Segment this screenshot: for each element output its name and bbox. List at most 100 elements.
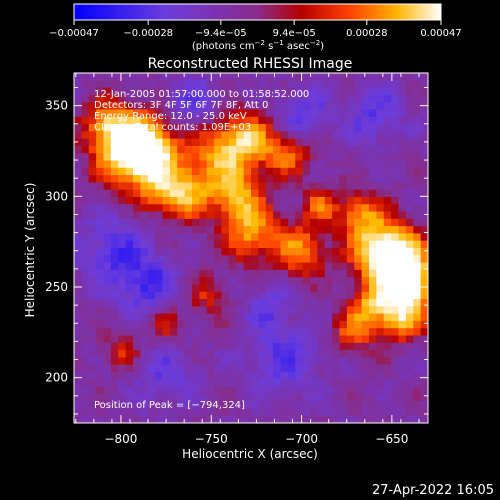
heatmap-pixel [273, 415, 282, 423]
heatmap-pixel [74, 386, 82, 395]
heatmap-pixel [228, 386, 237, 395]
heatmap-pixel [287, 328, 296, 336]
heatmap-pixel [332, 328, 341, 336]
heatmap-pixel [420, 284, 428, 293]
heatmap-pixel [206, 131, 215, 140]
heatmap-pixel [81, 109, 90, 118]
heatmap-pixel [96, 379, 105, 388]
heatmap-pixel [413, 94, 422, 103]
heatmap-pixel [369, 371, 377, 380]
heatmap-pixel [251, 415, 259, 423]
heatmap-pixel [147, 320, 156, 329]
heatmap-pixel [118, 87, 127, 96]
heatmap-pixel [376, 262, 385, 271]
heatmap-pixel [413, 160, 422, 169]
heatmap-pixel [391, 73, 400, 81]
heatmap-pixel [420, 393, 428, 402]
heatmap-pixel [287, 109, 296, 118]
heatmap-pixel [110, 364, 119, 373]
heatmap-pixel [354, 116, 363, 125]
heatmap-pixel [317, 269, 326, 278]
heatmap-pixel [324, 94, 333, 103]
heatmap-pixel [346, 306, 355, 315]
heatmap-pixel [251, 167, 259, 176]
heatmap-pixel [265, 364, 274, 373]
heatmap-pixel [206, 226, 215, 234]
heatmap-pixel [383, 262, 392, 271]
heatmap-pixel [369, 153, 377, 161]
heatmap-pixel [405, 342, 414, 351]
heatmap-pixel [354, 131, 363, 140]
heatmap-pixel [236, 138, 245, 147]
heatmap-pixel [147, 379, 156, 388]
heatmap-pixel [339, 350, 348, 358]
heatmap-pixel [236, 218, 245, 227]
heatmap-pixel [287, 342, 296, 351]
heatmap-pixel [236, 313, 245, 322]
heatmap-pixel [295, 167, 304, 176]
heatmap-pixel [74, 145, 82, 154]
heatmap-pixel [310, 313, 318, 322]
heatmap-pixel [184, 284, 193, 293]
heatmap-pixel [332, 313, 341, 322]
heatmap-pixel [228, 116, 237, 125]
heatmap-pixel [280, 401, 289, 409]
heatmap-pixel [110, 153, 119, 161]
heatmap-pixel [228, 401, 237, 409]
heatmap-pixel [339, 196, 348, 205]
heatmap-pixel [81, 189, 90, 198]
heatmap-pixel [383, 153, 392, 161]
heatmap-pixel [405, 306, 414, 315]
heatmap-pixel [383, 284, 392, 293]
heatmap-pixel [155, 328, 164, 336]
heatmap-pixel [324, 328, 333, 336]
heatmap-pixel [317, 284, 326, 293]
heatmap-pixel [332, 342, 341, 351]
heatmap-pixel [383, 328, 392, 336]
heatmap-pixel [199, 240, 208, 249]
heatmap-pixel [332, 189, 341, 198]
heatmap-pixel [162, 167, 171, 176]
heatmap-pixel [369, 379, 377, 388]
heatmap-pixel [420, 415, 428, 423]
heatmap-pixel [74, 284, 82, 293]
heatmap-pixel [133, 196, 141, 205]
heatmap-pixel [236, 160, 245, 169]
heatmap-pixel [88, 306, 97, 315]
heatmap-pixel [125, 401, 134, 409]
heatmap-pixel [169, 87, 178, 96]
heatmap-pixel [383, 160, 392, 169]
heatmap-pixel [420, 160, 428, 169]
heatmap-pixel [420, 196, 428, 205]
heatmap-pixel [287, 357, 296, 366]
heatmap-pixel [110, 313, 119, 322]
heatmap-pixel [221, 211, 230, 220]
heatmap-pixel [118, 218, 127, 227]
heatmap-pixel [369, 211, 377, 220]
heatmap-pixel [251, 393, 259, 402]
heatmap-pixel [133, 153, 141, 161]
heatmap-pixel [147, 116, 156, 125]
heatmap-pixel [361, 328, 370, 336]
heatmap-pixel [383, 313, 392, 322]
heatmap-pixel [184, 160, 193, 169]
heatmap-pixel [369, 233, 377, 242]
heatmap-pixel [332, 153, 341, 161]
heatmap-pixel [214, 255, 223, 264]
heatmap-pixel [81, 145, 90, 154]
heatmap-pixel [147, 218, 156, 227]
heatmap-pixel [96, 299, 105, 307]
heatmap-pixel [96, 102, 105, 110]
heatmap-pixel [236, 87, 245, 96]
heatmap-pixel [118, 145, 127, 154]
heatmap-pixel [125, 320, 134, 329]
heatmap-pixel [147, 408, 156, 417]
heatmap-pixel [376, 196, 385, 205]
heatmap-pixel [147, 87, 156, 96]
heatmap-pixel [140, 415, 149, 423]
heatmap-pixel [339, 102, 348, 110]
heatmap-pixel [251, 291, 259, 300]
heatmap-pixel [236, 328, 245, 336]
heatmap-pixel [125, 379, 134, 388]
heatmap-pixel [228, 320, 237, 329]
